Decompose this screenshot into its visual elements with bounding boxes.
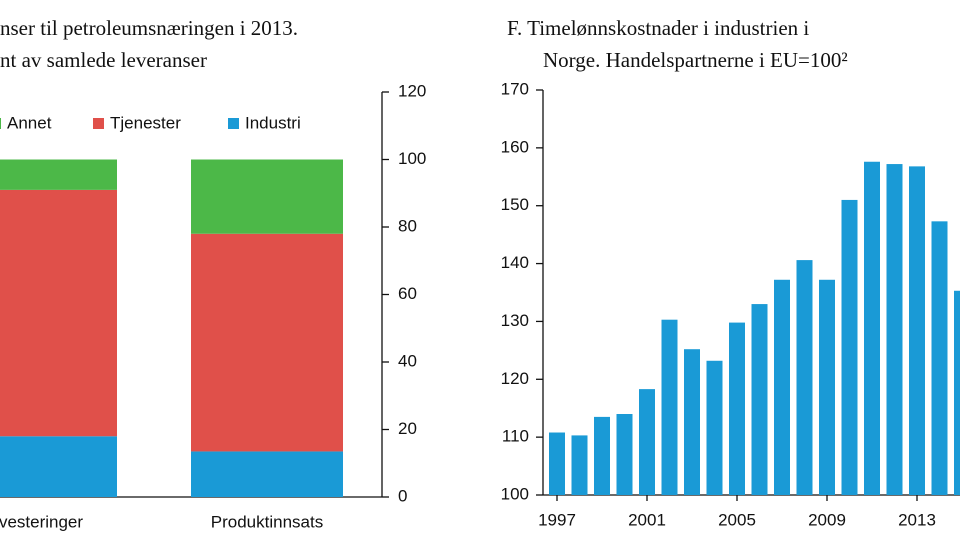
y-tick-label: 0 bbox=[398, 486, 407, 505]
x-tick-label: Produktinnsats bbox=[211, 512, 323, 531]
legend-label: Industri bbox=[245, 113, 301, 132]
bar bbox=[549, 432, 565, 495]
bar bbox=[751, 304, 768, 495]
y-tick-label: 130 bbox=[501, 311, 529, 330]
y-tick-label: 120 bbox=[398, 81, 426, 100]
bar bbox=[571, 435, 588, 495]
y-tick-label: 60 bbox=[398, 284, 417, 303]
bar bbox=[886, 164, 903, 496]
y-tick-label: 150 bbox=[501, 195, 529, 214]
y-tick-label: 80 bbox=[398, 216, 417, 235]
bar bbox=[594, 416, 610, 495]
chart-title: nt av samlede leveranser bbox=[0, 48, 207, 72]
x-tick-label: 2013 bbox=[898, 510, 936, 529]
bar bbox=[616, 414, 633, 495]
x-tick-label: 2009 bbox=[808, 510, 846, 529]
x-tick-label: 2001 bbox=[628, 510, 666, 529]
bar bbox=[954, 290, 960, 495]
y-tick-label: 100 bbox=[501, 484, 529, 503]
bar bbox=[909, 166, 925, 495]
x-tick-label: 1997 bbox=[538, 510, 576, 529]
legend-swatch bbox=[0, 118, 1, 129]
bar bbox=[729, 322, 745, 495]
y-tick-label: 20 bbox=[398, 419, 417, 438]
bar-segment bbox=[0, 159, 117, 190]
bar bbox=[684, 349, 700, 495]
y-tick-label: 160 bbox=[501, 137, 529, 156]
legend-swatch bbox=[93, 118, 104, 129]
bar-segment bbox=[191, 451, 343, 497]
bar-segment bbox=[0, 436, 117, 497]
bar-segment bbox=[0, 189, 117, 437]
x-tick-label: 2005 bbox=[718, 510, 756, 529]
y-tick-label: 110 bbox=[502, 427, 529, 446]
y-tick-label: 40 bbox=[398, 351, 417, 370]
bar bbox=[864, 161, 880, 495]
legend-swatch bbox=[228, 118, 239, 129]
bar bbox=[774, 279, 790, 495]
bar bbox=[819, 279, 835, 495]
x-tick-label: vesteringer bbox=[0, 512, 83, 531]
bar bbox=[706, 360, 723, 495]
bar bbox=[796, 260, 813, 495]
bar bbox=[931, 221, 948, 496]
chart-title: nser til petroleumsnæringen i 2013. bbox=[0, 16, 298, 40]
chart-title: Norge. Handelspartnerne i EU=100² bbox=[543, 48, 848, 72]
bar bbox=[661, 319, 678, 495]
chart-title: F. Timelønnskostnader i industrien i bbox=[507, 16, 809, 40]
bar-segment bbox=[191, 233, 343, 452]
y-tick-label: 170 bbox=[501, 79, 529, 98]
bar bbox=[639, 389, 655, 495]
y-tick-label: 140 bbox=[501, 253, 529, 272]
legend-label: Tjenester bbox=[110, 113, 181, 132]
legend-label: Annet bbox=[7, 113, 52, 132]
y-tick-label: 100 bbox=[398, 149, 426, 168]
y-tick-label: 120 bbox=[501, 369, 529, 388]
bar bbox=[841, 199, 858, 495]
bar-segment bbox=[191, 159, 343, 234]
